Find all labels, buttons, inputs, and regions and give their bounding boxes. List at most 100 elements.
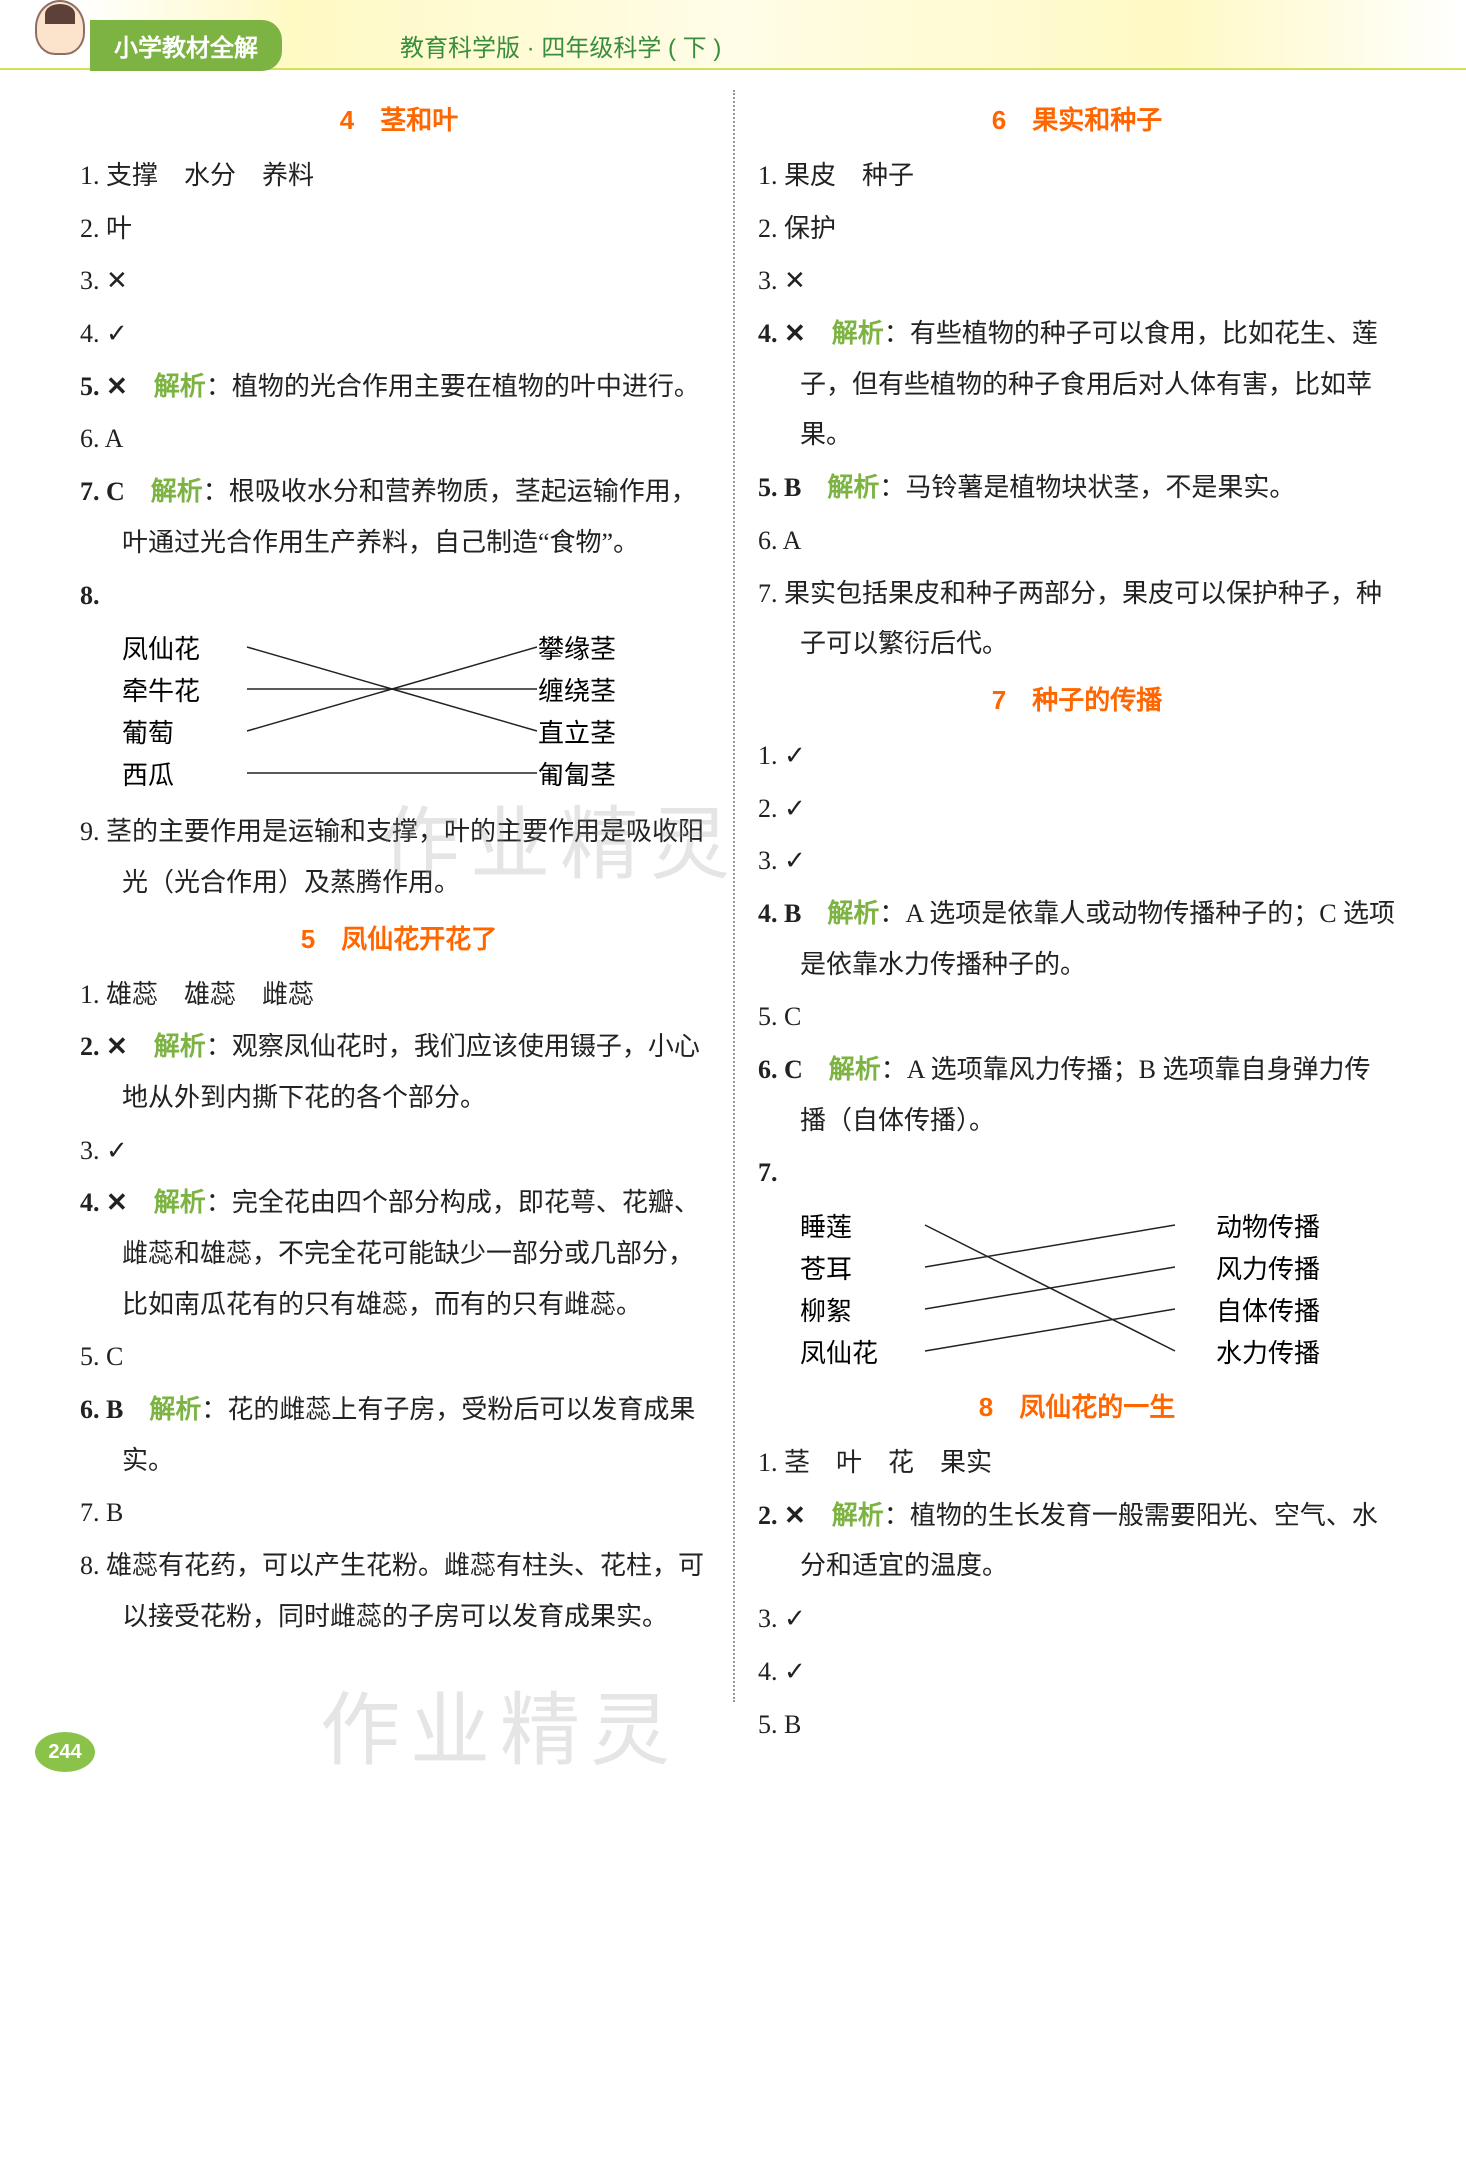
item-5-1: 1. 雄蕊 雄蕊 雌蕊 [80,970,718,1021]
item-6-1: 1. 果皮 种子 [758,151,1396,202]
matching-diagram-2: 睡莲苍耳柳絮凤仙花 动物传播风力传播自体传播水力传播 [800,1207,1396,1377]
analysis-text: ：观察凤仙花时，我们应该使用镊子，小心地从外到内撕下花的各个部分。 [122,1032,700,1112]
item-6-5: 5. B 解析：马铃薯是植物块状茎，不是果实。 [758,463,1396,514]
item-8-3: 3. ✓ [758,1594,1396,1645]
analysis-text: ：完全花由四个部分构成，即花萼、花瓣、雌蕊和雄蕊，不完全花可能缺少一部分或几部分… [122,1188,700,1318]
match-left-label: 柳絮 [800,1291,920,1328]
item-4-4: 4. ✓ [80,309,718,360]
item-4-2: 2. 叶 [80,204,718,255]
item-num: 5. ✕ [80,372,154,401]
item-5-6: 6. B 解析：花的雌蕊上有子房，受粉后可以发育成果实。 [80,1385,718,1486]
match-left-label: 牵牛花 [122,671,242,708]
item-6-6: 6. A [758,516,1396,567]
item-7-2: 2. ✓ [758,784,1396,835]
match-right-label: 动物传播 [1216,1207,1356,1244]
match-left-label: 睡莲 [800,1207,920,1244]
analysis-label: 解析 [827,473,879,502]
item-num: 2. ✕ [80,1032,154,1061]
item-num: 8. [80,581,100,610]
item-num: 4. B [758,899,827,928]
section-title-5: 5 凤仙花开花了 [80,919,718,956]
item-4-7: 7. C 解析：根吸收水分和营养物质，茎起运输作用，叶通过光合作用生产养料，自己… [80,467,718,568]
item-6-4: 4. ✕ 解析：有些植物的种子可以食用，比如花生、莲子，但有些植物的种子食用后对… [758,309,1396,461]
analysis-label: 解析 [151,477,203,506]
match-right-label: 风力传播 [1216,1249,1356,1286]
analysis-label: 解析 [832,1501,884,1530]
match-right-label: 自体传播 [1216,1291,1356,1328]
item-7-7: 7. [758,1148,1396,1199]
analysis-text: ：根吸收水分和营养物质，茎起运输作用，叶通过光合作用生产养料，自己制造“食物”。 [122,477,697,557]
match-lines [920,1207,1180,1377]
left-column: 4 茎和叶 1. 支撑 水分 养料 2. 叶 3. ✕ 4. ✓ 5. ✕ 解析… [60,90,738,1752]
analysis-label: 解析 [829,1055,881,1084]
match-left-label: 苍耳 [800,1249,920,1286]
item-5-8: 8. 雄蕊有花药，可以产生花粉。雌蕊有柱头、花柱，可以接受花粉，同时雌蕊的子房可… [80,1541,718,1642]
match-right-label: 缠绕茎 [538,671,678,708]
item-4-5: 5. ✕ 解析：植物的光合作用主要在植物的叶中进行。 [80,362,718,413]
item-num: 7. [758,1158,778,1187]
section-title-4: 4 茎和叶 [80,100,718,137]
page-header: 小学教材全解 教育科学版 · 四年级科学 ( 下 ) [0,0,1466,70]
analysis-label: 解析 [154,372,206,401]
section-title-6: 6 果实和种子 [758,100,1396,137]
item-8-1: 1. 茎 叶 花 果实 [758,1438,1396,1489]
column-divider [733,90,735,1702]
item-5-3: 3. ✓ [80,1126,718,1177]
item-7-6: 6. C 解析：A 选项靠风力传播；B 选项靠自身弹力传播（自体传播）。 [758,1045,1396,1146]
match-right-label: 攀缘茎 [538,629,678,666]
match-lines [242,629,542,799]
item-num: 6. C [758,1055,829,1084]
item-8-5: 5. B [758,1700,1396,1751]
match-left-label: 葡萄 [122,713,242,750]
match-left-label: 凤仙花 [122,629,242,666]
analysis-text: ：植物的光合作用主要在植物的叶中进行。 [206,372,700,401]
item-6-2: 2. 保护 [758,204,1396,255]
item-6-3: 3. ✕ [758,256,1396,307]
item-num: 4. ✕ [758,319,832,348]
item-4-8: 8. [80,571,718,622]
item-num: 5. B [758,473,827,502]
item-7-4: 4. B 解析：A 选项是依靠人或动物传播种子的；C 选项是依靠水力传播种子的。 [758,889,1396,990]
analysis-label: 解析 [154,1188,206,1217]
analysis-label: 解析 [827,899,879,928]
header-badge: 小学教材全解 [90,20,282,71]
analysis-text: ：有些植物的种子可以食用，比如花生、莲子，但有些植物的种子食用后对人体有害，比如… [800,319,1378,449]
match-right-label: 水力传播 [1216,1333,1356,1370]
item-4-9: 9. 茎的主要作用是运输和支撑，叶的主要作用是吸收阳光（光合作用）及蒸腾作用。 [80,807,718,908]
page-number: 244 [35,1732,95,1772]
analysis-label: 解析 [832,319,884,348]
avatar-icon [35,0,85,55]
section-title-7: 7 种子的传播 [758,680,1396,717]
match-right-label: 匍匐茎 [538,755,678,792]
item-6-7: 7. 果实包括果皮和种子两部分，果皮可以保护种子，种子可以繁衍后代。 [758,569,1396,670]
match-left-label: 西瓜 [122,755,242,792]
match-right-label: 直立茎 [538,713,678,750]
analysis-text: ：马铃薯是植物块状茎，不是果实。 [879,473,1295,502]
item-5-7: 7. B [80,1488,718,1539]
section-title-8: 8 凤仙花的一生 [758,1387,1396,1424]
analysis-text: ：花的雌蕊上有子房，受粉后可以发育成果实。 [122,1395,695,1475]
item-7-1: 1. ✓ [758,731,1396,782]
matching-diagram-1: 凤仙花牵牛花葡萄西瓜 攀缘茎缠绕茎直立茎匍匐茎 [122,629,718,799]
item-4-1: 1. 支撑 水分 养料 [80,151,718,202]
right-column: 6 果实和种子 1. 果皮 种子 2. 保护 3. ✕ 4. ✕ 解析：有些植物… [738,90,1416,1752]
item-7-3: 3. ✓ [758,836,1396,887]
match-left-label: 凤仙花 [800,1333,920,1370]
analysis-label: 解析 [149,1395,201,1424]
item-7-5: 5. C [758,992,1396,1043]
item-5-2: 2. ✕ 解析：观察凤仙花时，我们应该使用镊子，小心地从外到内撕下花的各个部分。 [80,1022,718,1123]
item-num: 6. B [80,1395,149,1424]
content-area: 4 茎和叶 1. 支撑 水分 养料 2. 叶 3. ✕ 4. ✓ 5. ✕ 解析… [0,70,1466,1782]
item-8-4: 4. ✓ [758,1647,1396,1698]
analysis-text: ：A 选项是依靠人或动物传播种子的；C 选项是依靠水力传播种子的。 [800,899,1395,979]
item-num: 2. ✕ [758,1501,832,1530]
item-num: 7. C [80,477,151,506]
header-title: 教育科学版 · 四年级科学 ( 下 ) [400,28,721,63]
item-num: 4. ✕ [80,1188,154,1217]
analysis-text: ：植物的生长发育一般需要阳光、空气、水分和适宜的温度。 [800,1501,1378,1581]
analysis-label: 解析 [154,1032,206,1061]
item-5-5: 5. C [80,1332,718,1383]
item-8-2: 2. ✕ 解析：植物的生长发育一般需要阳光、空气、水分和适宜的温度。 [758,1491,1396,1592]
item-4-6: 6. A [80,414,718,465]
analysis-text: ：A 选项靠风力传播；B 选项靠自身弹力传播（自体传播）。 [800,1055,1370,1135]
